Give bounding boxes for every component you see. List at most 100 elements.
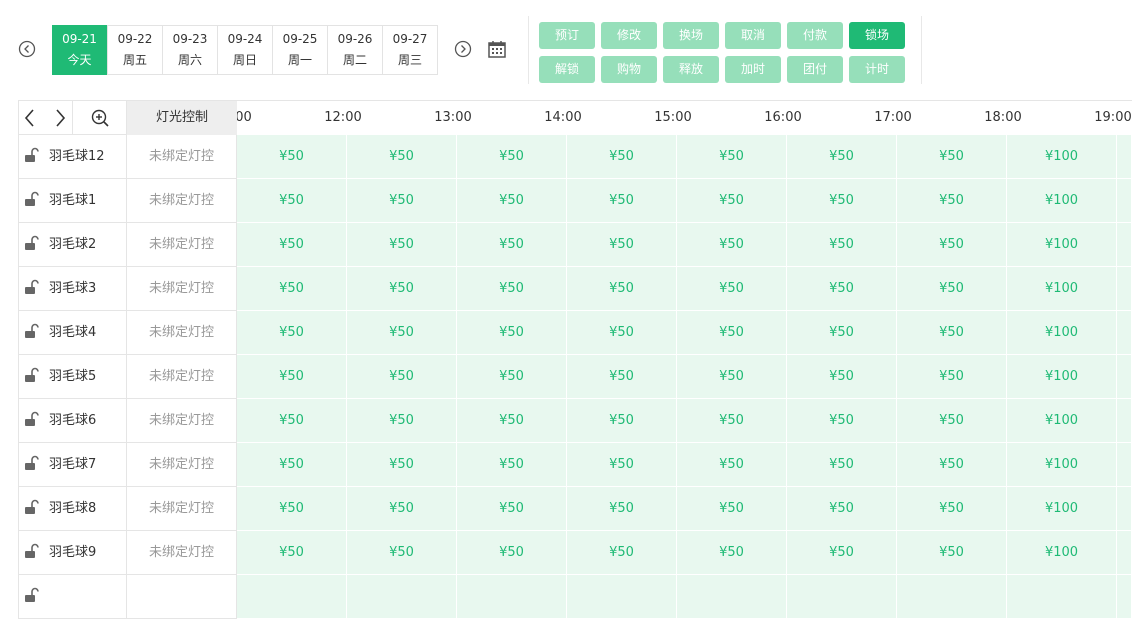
- price-slot[interactable]: ¥50: [567, 443, 677, 487]
- price-slot[interactable]: ¥50: [897, 487, 1007, 531]
- scroll-right[interactable]: [53, 109, 69, 127]
- price-slot[interactable]: ¥50: [677, 311, 787, 355]
- price-slot[interactable]: ¥50: [347, 355, 457, 399]
- date-tab[interactable]: 09-27 周三: [382, 25, 438, 75]
- price-slot[interactable]: ¥50: [567, 267, 677, 311]
- price-slot[interactable]: ¥50: [457, 179, 567, 223]
- price-slot[interactable]: ¥50: [897, 311, 1007, 355]
- price-slot[interactable]: ¥50: [457, 135, 567, 179]
- action-button[interactable]: 加时: [725, 56, 781, 83]
- prev-week[interactable]: [18, 40, 38, 60]
- action-button[interactable]: 取消: [725, 22, 781, 49]
- lock-icon[interactable]: [24, 191, 40, 207]
- price-slot[interactable]: ¥50: [237, 443, 347, 487]
- price-slot[interactable]: ¥50: [787, 135, 897, 179]
- price-slot[interactable]: ¥100: [1007, 531, 1117, 575]
- price-slot[interactable]: ¥50: [897, 355, 1007, 399]
- price-slot[interactable]: ¥50: [787, 311, 897, 355]
- price-slot[interactable]: [897, 575, 1007, 619]
- price-slot[interactable]: ¥50: [787, 179, 897, 223]
- price-slot[interactable]: ¥50: [897, 531, 1007, 575]
- price-slot[interactable]: [1117, 223, 1132, 267]
- date-tab[interactable]: 09-26 周二: [327, 25, 383, 75]
- action-button[interactable]: 解锁: [539, 56, 595, 83]
- action-button[interactable]: 修改: [601, 22, 657, 49]
- price-slot[interactable]: ¥50: [787, 399, 897, 443]
- price-slot[interactable]: ¥100: [1007, 487, 1117, 531]
- price-slot[interactable]: ¥50: [677, 179, 787, 223]
- action-button[interactable]: 预订: [539, 22, 595, 49]
- action-button[interactable]: 团付: [787, 56, 843, 83]
- action-button[interactable]: 换场: [663, 22, 719, 49]
- lock-icon[interactable]: [24, 455, 40, 471]
- price-slot[interactable]: ¥50: [677, 223, 787, 267]
- price-slot[interactable]: ¥50: [787, 443, 897, 487]
- price-slot[interactable]: [457, 575, 567, 619]
- price-slot[interactable]: ¥50: [457, 223, 567, 267]
- price-slot[interactable]: ¥100: [1007, 399, 1117, 443]
- price-slot[interactable]: ¥100: [1007, 223, 1117, 267]
- price-slot[interactable]: ¥50: [347, 399, 457, 443]
- price-slot[interactable]: ¥50: [457, 487, 567, 531]
- price-slot[interactable]: [1117, 531, 1132, 575]
- price-slot[interactable]: ¥50: [677, 487, 787, 531]
- price-slot[interactable]: ¥50: [677, 355, 787, 399]
- price-slot[interactable]: ¥50: [677, 267, 787, 311]
- price-slot[interactable]: ¥50: [237, 355, 347, 399]
- price-slot[interactable]: ¥50: [897, 399, 1007, 443]
- lock-icon[interactable]: [24, 367, 40, 383]
- price-slot[interactable]: ¥100: [1007, 355, 1117, 399]
- price-slot[interactable]: ¥50: [677, 443, 787, 487]
- price-slot[interactable]: [1117, 443, 1132, 487]
- price-slot[interactable]: [677, 575, 787, 619]
- price-slot[interactable]: [237, 575, 347, 619]
- price-slot[interactable]: ¥50: [897, 223, 1007, 267]
- date-tab[interactable]: 09-23 周六: [162, 25, 218, 75]
- price-slot[interactable]: ¥50: [897, 135, 1007, 179]
- price-slot[interactable]: ¥50: [787, 355, 897, 399]
- lock-icon[interactable]: [24, 411, 40, 427]
- price-slot[interactable]: ¥50: [567, 135, 677, 179]
- price-slot[interactable]: ¥50: [347, 531, 457, 575]
- price-slot[interactable]: ¥50: [237, 531, 347, 575]
- price-slot[interactable]: ¥50: [457, 531, 567, 575]
- price-slot[interactable]: ¥50: [347, 267, 457, 311]
- price-slot[interactable]: ¥50: [457, 399, 567, 443]
- action-button[interactable]: 计时: [849, 56, 905, 83]
- price-slot[interactable]: ¥50: [567, 531, 677, 575]
- price-slot[interactable]: ¥50: [787, 487, 897, 531]
- price-slot[interactable]: [1117, 135, 1132, 179]
- price-slot[interactable]: ¥50: [457, 267, 567, 311]
- price-slot[interactable]: ¥50: [347, 179, 457, 223]
- lock-icon[interactable]: [24, 279, 40, 295]
- price-slot[interactable]: ¥50: [457, 443, 567, 487]
- price-slot[interactable]: ¥50: [897, 179, 1007, 223]
- next-week[interactable]: [454, 40, 474, 60]
- price-slot[interactable]: ¥50: [677, 399, 787, 443]
- price-slot[interactable]: ¥50: [457, 355, 567, 399]
- price-slot[interactable]: ¥100: [1007, 311, 1117, 355]
- lock-icon[interactable]: [24, 235, 40, 251]
- date-tab[interactable]: 09-25 周一: [272, 25, 328, 75]
- price-slot[interactable]: [1117, 179, 1132, 223]
- lock-icon[interactable]: [24, 499, 40, 515]
- price-slot[interactable]: ¥50: [347, 311, 457, 355]
- lock-icon[interactable]: [24, 543, 40, 559]
- price-slot[interactable]: ¥100: [1007, 267, 1117, 311]
- price-slot[interactable]: ¥50: [787, 531, 897, 575]
- price-slot[interactable]: ¥50: [897, 443, 1007, 487]
- price-slot[interactable]: [1117, 575, 1132, 619]
- price-slot[interactable]: [1117, 311, 1132, 355]
- scroll-left[interactable]: [23, 109, 39, 127]
- price-slot[interactable]: ¥50: [567, 487, 677, 531]
- price-slot[interactable]: [1117, 399, 1132, 443]
- price-slot[interactable]: ¥50: [237, 399, 347, 443]
- zoom-icon[interactable]: [91, 109, 111, 129]
- action-button[interactable]: 付款: [787, 22, 843, 49]
- price-slot[interactable]: [1007, 575, 1117, 619]
- price-slot[interactable]: ¥100: [1007, 443, 1117, 487]
- price-slot[interactable]: ¥50: [677, 135, 787, 179]
- price-slot[interactable]: [1117, 487, 1132, 531]
- price-slot[interactable]: ¥50: [347, 487, 457, 531]
- price-slot[interactable]: ¥50: [567, 355, 677, 399]
